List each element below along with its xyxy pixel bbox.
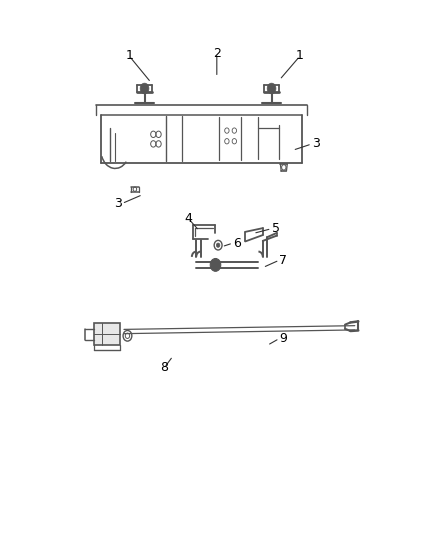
Text: 7: 7 bbox=[279, 254, 287, 266]
Text: 8: 8 bbox=[160, 361, 168, 374]
Text: 2: 2 bbox=[213, 47, 221, 60]
Text: 3: 3 bbox=[114, 197, 122, 210]
Circle shape bbox=[216, 243, 220, 247]
Bar bbox=[94, 323, 120, 345]
Text: 3: 3 bbox=[312, 138, 320, 150]
Circle shape bbox=[210, 259, 221, 271]
Text: 4: 4 bbox=[184, 212, 192, 225]
Text: 6: 6 bbox=[233, 237, 241, 249]
Circle shape bbox=[140, 83, 149, 94]
Text: 1: 1 bbox=[296, 50, 304, 62]
Text: 5: 5 bbox=[272, 222, 279, 235]
Text: 1: 1 bbox=[125, 50, 133, 62]
Circle shape bbox=[267, 83, 276, 94]
Text: 9: 9 bbox=[279, 332, 287, 345]
